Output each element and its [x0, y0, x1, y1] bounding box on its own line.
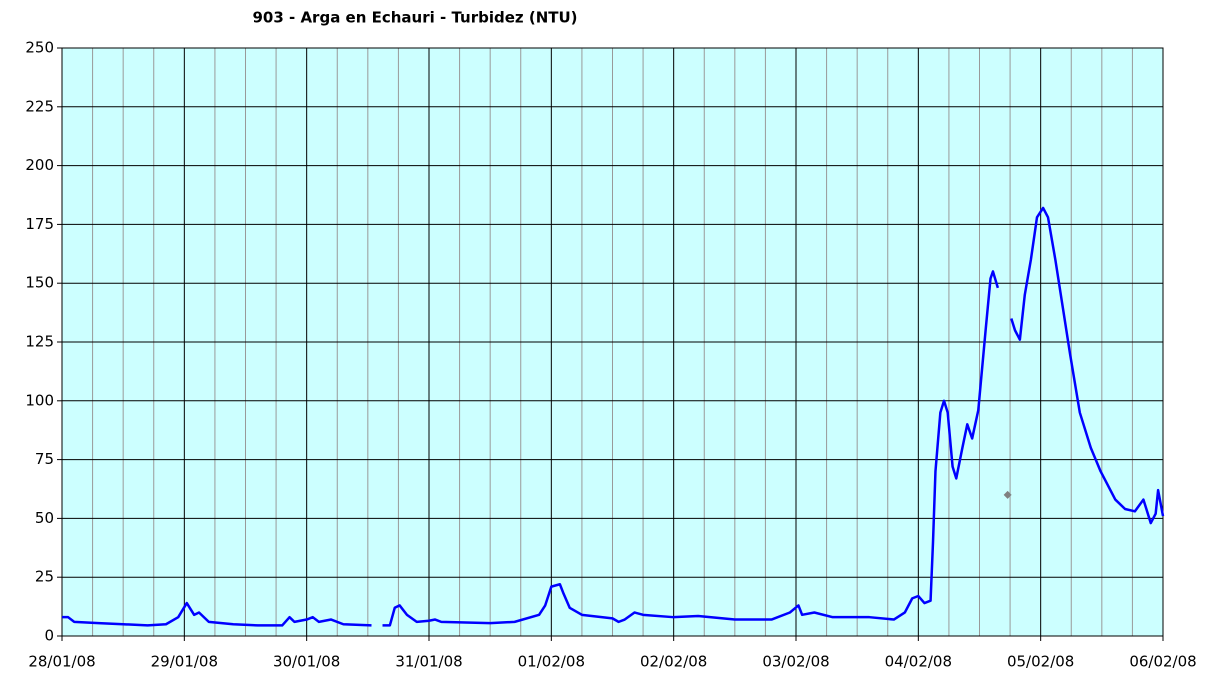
y-tick-label: 225 — [25, 97, 54, 115]
data-line — [62, 601, 372, 627]
x-tick-label: 04/02/08 — [885, 653, 952, 671]
data-line — [1010, 206, 1165, 525]
y-tick-label: 150 — [25, 274, 54, 292]
x-tick-label: 06/02/08 — [1129, 653, 1196, 671]
data-line — [382, 270, 1000, 627]
y-tick-label: 75 — [35, 450, 54, 468]
y-tick-label: 25 — [35, 568, 54, 586]
y-tick-label: 200 — [25, 156, 54, 174]
x-tick-label: 29/01/08 — [151, 653, 218, 671]
x-tick-label: 05/02/08 — [1007, 653, 1074, 671]
y-tick-label: 250 — [25, 39, 54, 57]
plot-border — [61, 47, 1164, 637]
x-tick-label: 03/02/08 — [762, 653, 829, 671]
y-tick-label: 175 — [25, 215, 54, 233]
x-tick-label: 30/01/08 — [273, 653, 340, 671]
x-tick-label: 01/02/08 — [518, 653, 585, 671]
y-tick-label: 125 — [25, 333, 54, 351]
y-tick-label: 0 — [44, 627, 54, 645]
x-tick-label: 31/01/08 — [395, 653, 462, 671]
y-tick-label: 100 — [25, 391, 54, 409]
data-point — [1003, 490, 1012, 499]
chart-title: 903 - Arga en Echauri - Turbidez (NTU) — [252, 9, 577, 27]
y-tick-label: 50 — [35, 509, 54, 527]
x-tick-label: 28/01/08 — [28, 653, 95, 671]
x-tick-label: 02/02/08 — [640, 653, 707, 671]
